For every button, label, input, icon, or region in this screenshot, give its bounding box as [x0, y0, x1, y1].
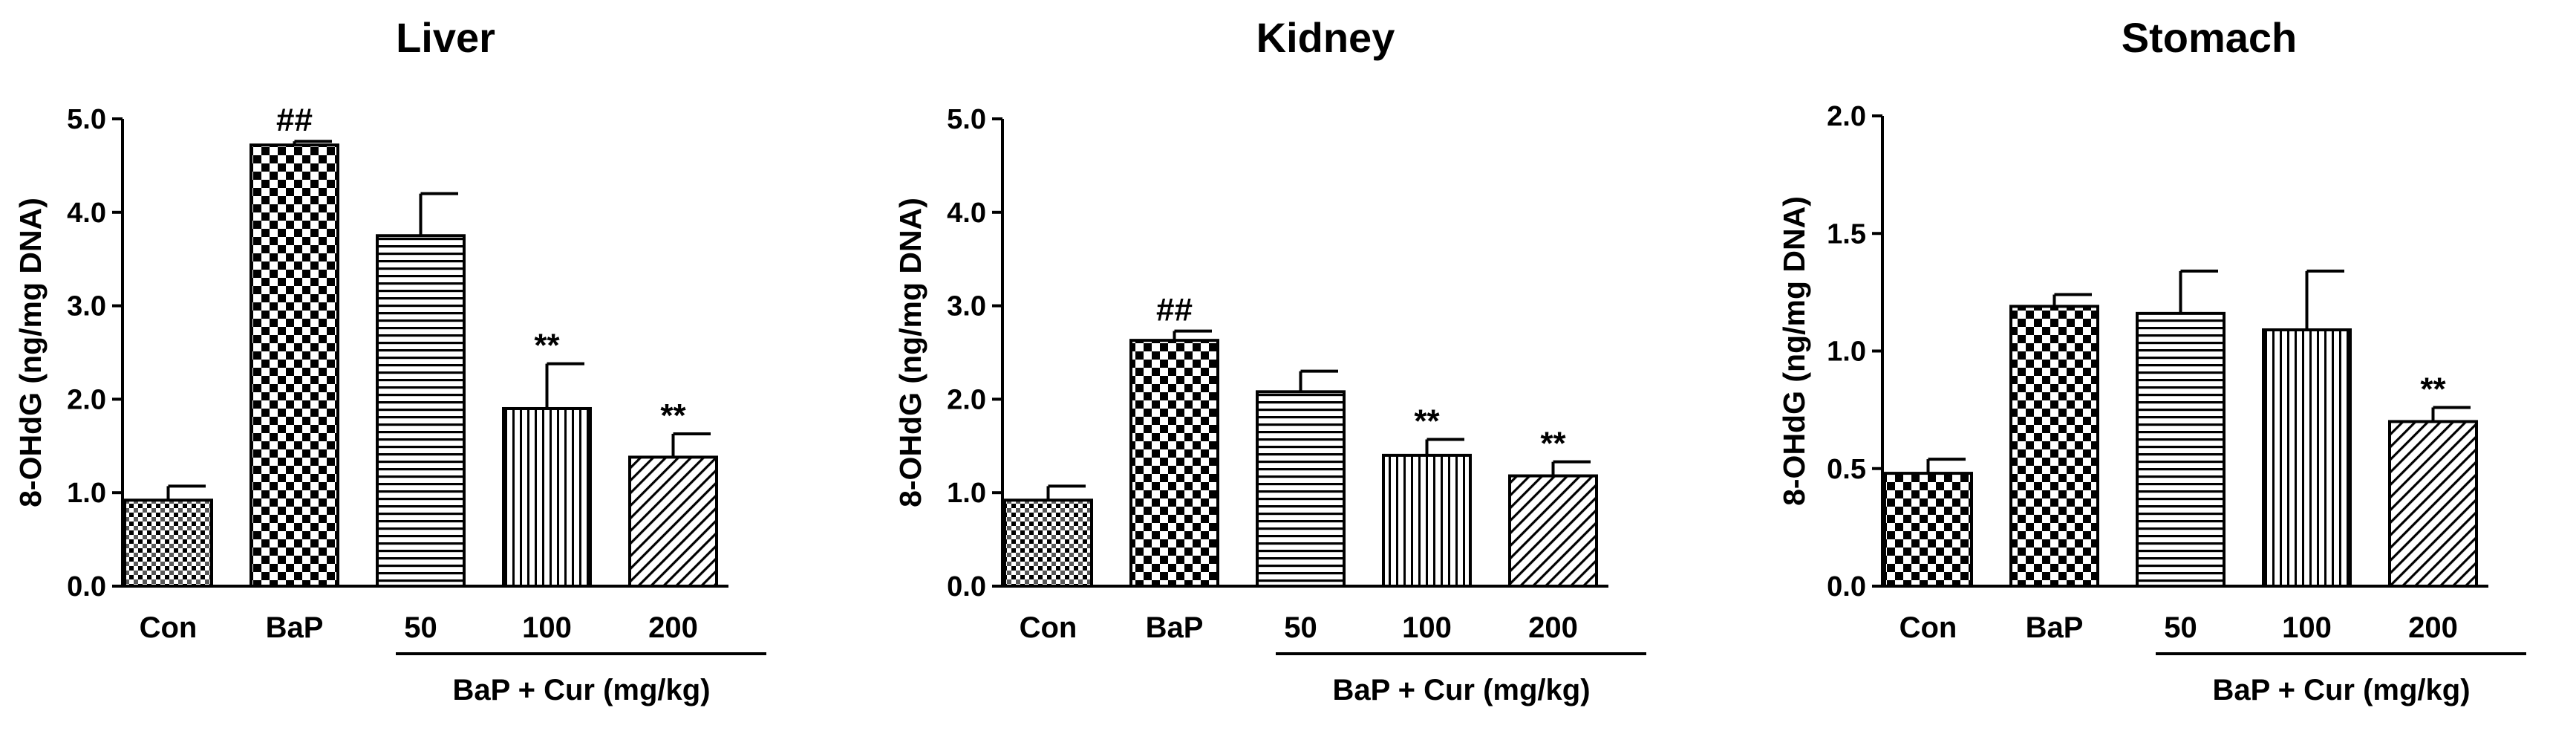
x-tick-label: BaP [266, 611, 324, 644]
panel-kidney: Kidney 8-OHdG (ng/mg DNA) 0.0 1.0 2.0 3.0 4.0 5… [893, 14, 1646, 706]
significance-mark: ** [660, 397, 686, 434]
y-tick-label: 2.0 [1827, 101, 1866, 132]
bar-bap [250, 143, 339, 588]
y-tick-label: 5.0 [67, 104, 106, 135]
bar-con [123, 498, 213, 588]
significance-mark: ** [1540, 426, 1566, 462]
y-tick-label: 1.0 [67, 478, 106, 509]
y-tick-label: 0.5 [1827, 454, 1866, 485]
y-tick-label: 0.0 [67, 571, 106, 602]
x-tick-label: 200 [648, 611, 698, 644]
significance-mark: ## [1156, 292, 1193, 328]
y-tick-label: 5.0 [947, 104, 986, 135]
panel-stomach: Stomach 8-OHdG (ng/mg DNA) 0.0 0.5 1.0 1.5 2.0… [1777, 14, 2526, 706]
bar-50 [1256, 390, 1346, 588]
x-tick-label: 100 [2282, 611, 2332, 644]
y-tick-label: 4.0 [947, 198, 986, 229]
y-tick-label: 2.0 [67, 384, 106, 415]
y-tick-label: 1.5 [1827, 218, 1866, 250]
y-axis-label: 8-OHdG (ng/mg DNA) [893, 198, 927, 507]
bar-100 [502, 406, 592, 588]
x-tick-label: 50 [2164, 611, 2197, 644]
y-axis-label: 8-OHdG (ng/mg DNA) [13, 198, 48, 507]
significance-mark: ## [276, 102, 313, 138]
x-tick-label: Con [140, 611, 198, 644]
x-tick-label: 50 [404, 611, 437, 644]
x-tick-label: 100 [1402, 611, 1452, 644]
significance-mark: ** [2420, 371, 2446, 407]
y-tick-label: 4.0 [67, 198, 106, 229]
bar-100 [1382, 453, 1472, 588]
y-axis-label: 8-OHdG (ng/mg DNA) [1777, 196, 1811, 506]
bar-bap [1129, 339, 1219, 588]
bar-con [1003, 498, 1093, 588]
group-label: BaP + Cur (mg/kg) [452, 674, 710, 706]
panel-title: Liver [396, 14, 495, 61]
y-tick-label: 3.0 [947, 291, 986, 322]
x-tick-label: BaP [1146, 611, 1204, 644]
significance-mark: ** [534, 328, 560, 364]
y-tick-label: 2.0 [947, 384, 986, 415]
y-tick-label: 0.0 [947, 571, 986, 602]
group-label: BaP + Cur (mg/kg) [1332, 674, 1590, 706]
x-tick-label: Con [1020, 611, 1077, 644]
bar-con [1883, 472, 1973, 588]
y-tick-label: 1.0 [1827, 337, 1866, 368]
bar-50 [376, 234, 466, 588]
panel-title: Kidney [1256, 14, 1395, 61]
panel-title: Stomach [2122, 14, 2298, 61]
y-tick-label: 0.0 [1827, 571, 1866, 602]
x-tick-label: Con [1900, 611, 1957, 644]
bar-200 [2388, 420, 2478, 588]
x-tick-label: 100 [522, 611, 572, 644]
y-tick-label: 3.0 [67, 291, 106, 322]
group-label: BaP + Cur (mg/kg) [2212, 674, 2470, 706]
x-tick-label: BaP [2026, 611, 2084, 644]
significance-mark: ** [1414, 403, 1440, 439]
bar-100 [2262, 328, 2352, 588]
x-tick-label: 200 [2408, 611, 2458, 644]
x-tick-label: 50 [1284, 611, 1317, 644]
bar-200 [1508, 474, 1598, 588]
y-tick-label: 1.0 [947, 478, 986, 509]
x-tick-label: 200 [1528, 611, 1578, 644]
bar-200 [628, 455, 718, 588]
panel-liver: Liver 8-OHdG (ng/mg DNA) 0.0 1.0 2.0 3.0 4.0 5.… [13, 14, 766, 706]
bar-50 [2136, 311, 2226, 588]
bar-bap [2009, 305, 2099, 588]
